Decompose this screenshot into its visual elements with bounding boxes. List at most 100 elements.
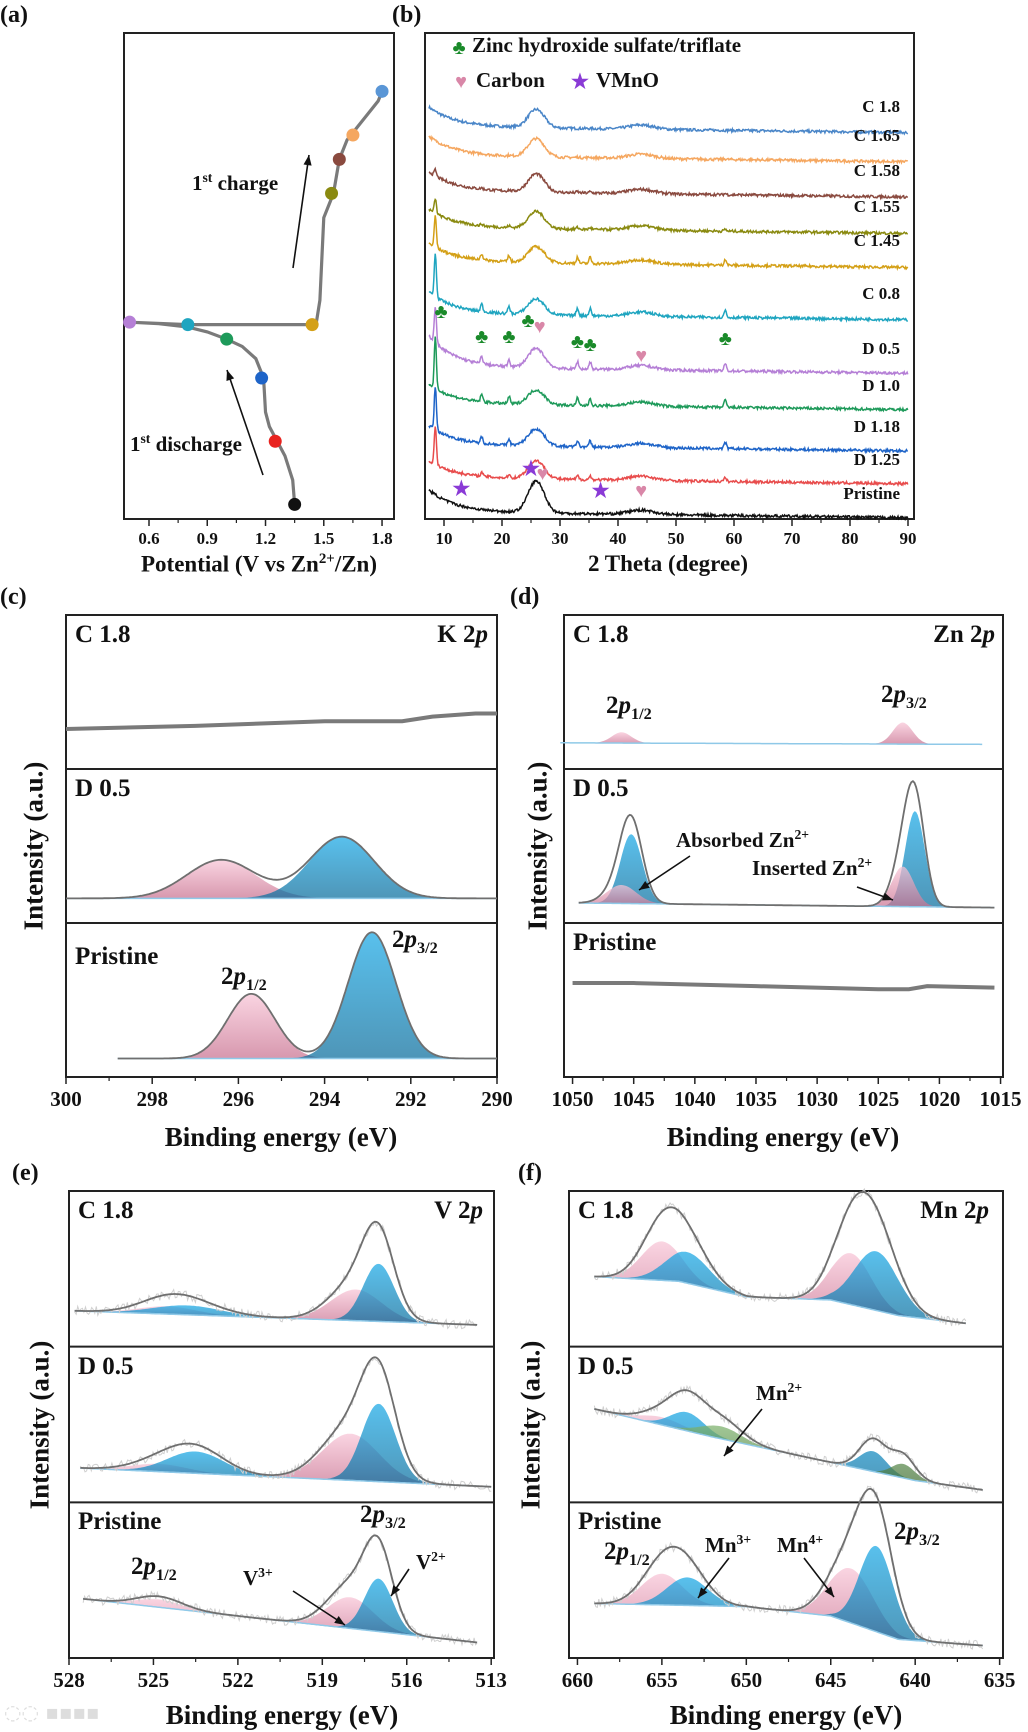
a-charge-arrow-head — [303, 155, 312, 166]
a-xtick-label: 0.6 — [138, 529, 160, 548]
b-legend-star-label: VMnO — [596, 68, 659, 92]
f-component-blue — [594, 1577, 983, 1646]
e-component-blue — [80, 1451, 492, 1487]
f-subpanel-label: Pristine — [578, 1508, 662, 1536]
legend-star-icon: ★ — [571, 71, 589, 93]
b-series-label: D 1.0 — [862, 375, 900, 395]
b-xtick-label: 10 — [435, 529, 453, 548]
f-fit-envelope — [594, 1191, 966, 1325]
e-xtick-label: 525 — [137, 1668, 170, 1692]
b-series-label: C 1.58 — [853, 160, 900, 180]
e-component-blue — [74, 1305, 478, 1325]
b-xtick-label: 50 — [667, 529, 685, 548]
d-subpanel-label: C 1.8 — [573, 621, 629, 648]
b-heart-marker-icon: ♥ — [537, 463, 549, 485]
c-subpanel-label: C 1.8 — [75, 621, 131, 648]
b-xtick-label: 90 — [899, 529, 917, 548]
e-ylabel: Intensity (a.u.) — [24, 1340, 55, 1510]
c-xtick-label: 300 — [50, 1087, 82, 1111]
panel-label-f: (f) — [518, 1160, 542, 1186]
e-fit-envelope — [74, 1220, 478, 1326]
d-background-line — [560, 742, 983, 746]
e-xtick-label: 513 — [475, 1668, 507, 1692]
c-2p32-label: 2p3/2 — [392, 926, 438, 957]
c-xtick-label: 294 — [308, 1087, 341, 1111]
e-2p12-label: 2p1/2 — [131, 1553, 177, 1584]
b-trace-pristine — [428, 479, 909, 522]
b-trace-c-1-8 — [428, 104, 909, 136]
f-2p12-label: 2p1/2 — [604, 1538, 650, 1569]
a-xlabel: Potential (V vs Zn2+/Zn) — [140, 551, 378, 577]
d-absorbed-label: Absorbed Zn2+ — [676, 827, 810, 852]
f-mn2-arrow-head — [724, 1445, 734, 1456]
a-marker-c-1-65 — [346, 128, 360, 142]
b-legend-club-label: Zinc hydroxide sulfate/triflate — [472, 33, 742, 57]
a-marker-c-1-58 — [332, 152, 346, 166]
f-mn3-arrow-head — [698, 1587, 708, 1598]
e-fit-envelope — [80, 1356, 492, 1488]
a-potential-curve — [129, 90, 384, 505]
d-component-pink — [578, 866, 995, 908]
e-subpanel-label: C 1.8 — [78, 1197, 134, 1224]
f-mn4-arrow-head — [824, 1586, 834, 1597]
e-component-blue — [83, 1578, 478, 1643]
b-trace-d-1-0 — [428, 336, 909, 413]
legend-heart-icon: ♥ — [455, 71, 467, 93]
d-xtick-label: 1050 — [551, 1087, 594, 1111]
f-mn2-label: Mn2+ — [756, 1380, 803, 1405]
b-series-label: C 0.8 — [862, 283, 900, 303]
a-plot-frame — [123, 32, 395, 520]
a-marker-c-1-8 — [375, 84, 389, 98]
c-component-pink — [66, 859, 497, 899]
f-xtick-label: 655 — [646, 1668, 678, 1692]
e-raw-spectrum — [79, 1357, 492, 1492]
b-club-marker-icon: ♣ — [522, 310, 535, 332]
e-component-blue — [80, 1403, 492, 1487]
e-subpanel-label: Pristine — [78, 1508, 162, 1536]
e-v3-label: V3+ — [243, 1565, 273, 1590]
e-2p32-label: 2p3/2 — [360, 1501, 406, 1532]
f-element-label: Mn 2p — [920, 1197, 989, 1224]
b-xtick-label: 20 — [493, 529, 511, 548]
f-component-green — [594, 1408, 983, 1490]
d-xtick-label: 1045 — [612, 1087, 655, 1111]
b-trace-d-1-25 — [428, 426, 909, 488]
a-xtick-label: 1.8 — [371, 529, 393, 548]
f-component-blue — [594, 1545, 983, 1646]
d-2p12-label: 2p1/2 — [606, 692, 652, 723]
e-xtick-label: 516 — [390, 1668, 423, 1692]
b-trace-c-1-58 — [428, 166, 909, 201]
d-xtick-label: 1040 — [673, 1087, 716, 1111]
d-ylabel: Intensity (a.u.) — [522, 761, 553, 931]
c-xtick-label: 296 — [222, 1087, 255, 1111]
b-star-marker-icon: ★ — [522, 458, 540, 480]
a-marker-pristine — [288, 497, 302, 511]
b-club-marker-icon: ♣ — [435, 301, 448, 323]
e-xtick-label: 522 — [222, 1668, 254, 1692]
e-plot-frame — [68, 1190, 495, 1659]
a-discharge-annotation: 1st discharge — [130, 431, 242, 456]
f-xtick-label: 640 — [899, 1668, 931, 1692]
c-xtick-label: 298 — [136, 1087, 168, 1111]
b-series-label: D 1.18 — [853, 416, 900, 436]
f-xlabel: Binding energy (eV) — [669, 1700, 903, 1730]
c-fit-envelope — [66, 835, 497, 900]
f-xtick-label: 645 — [815, 1668, 847, 1692]
e-subpanel-label: D 0.5 — [78, 1352, 134, 1380]
b-xtick-label: 30 — [551, 529, 569, 548]
b-club-marker-icon: ♣ — [475, 326, 488, 348]
d-absorbed-arrow — [638, 855, 691, 891]
f-2p32-label: 2p3/2 — [894, 1518, 940, 1549]
e-fit-envelope — [82, 1534, 478, 1644]
d-xtick-label: 1015 — [979, 1087, 1022, 1111]
f-ylabel: Intensity (a.u.) — [515, 1340, 546, 1510]
b-heart-marker-icon: ♥ — [534, 316, 546, 338]
d-component-pink — [578, 885, 995, 908]
d-subpanel-label: D 0.5 — [573, 775, 629, 802]
e-v3-arrow — [292, 1590, 346, 1626]
b-heart-marker-icon: ♥ — [635, 480, 647, 502]
e-v2-label: V2+ — [416, 1549, 446, 1574]
legend-club-icon: ♣ — [452, 37, 465, 59]
e-v3-arrow-head — [334, 1615, 345, 1625]
